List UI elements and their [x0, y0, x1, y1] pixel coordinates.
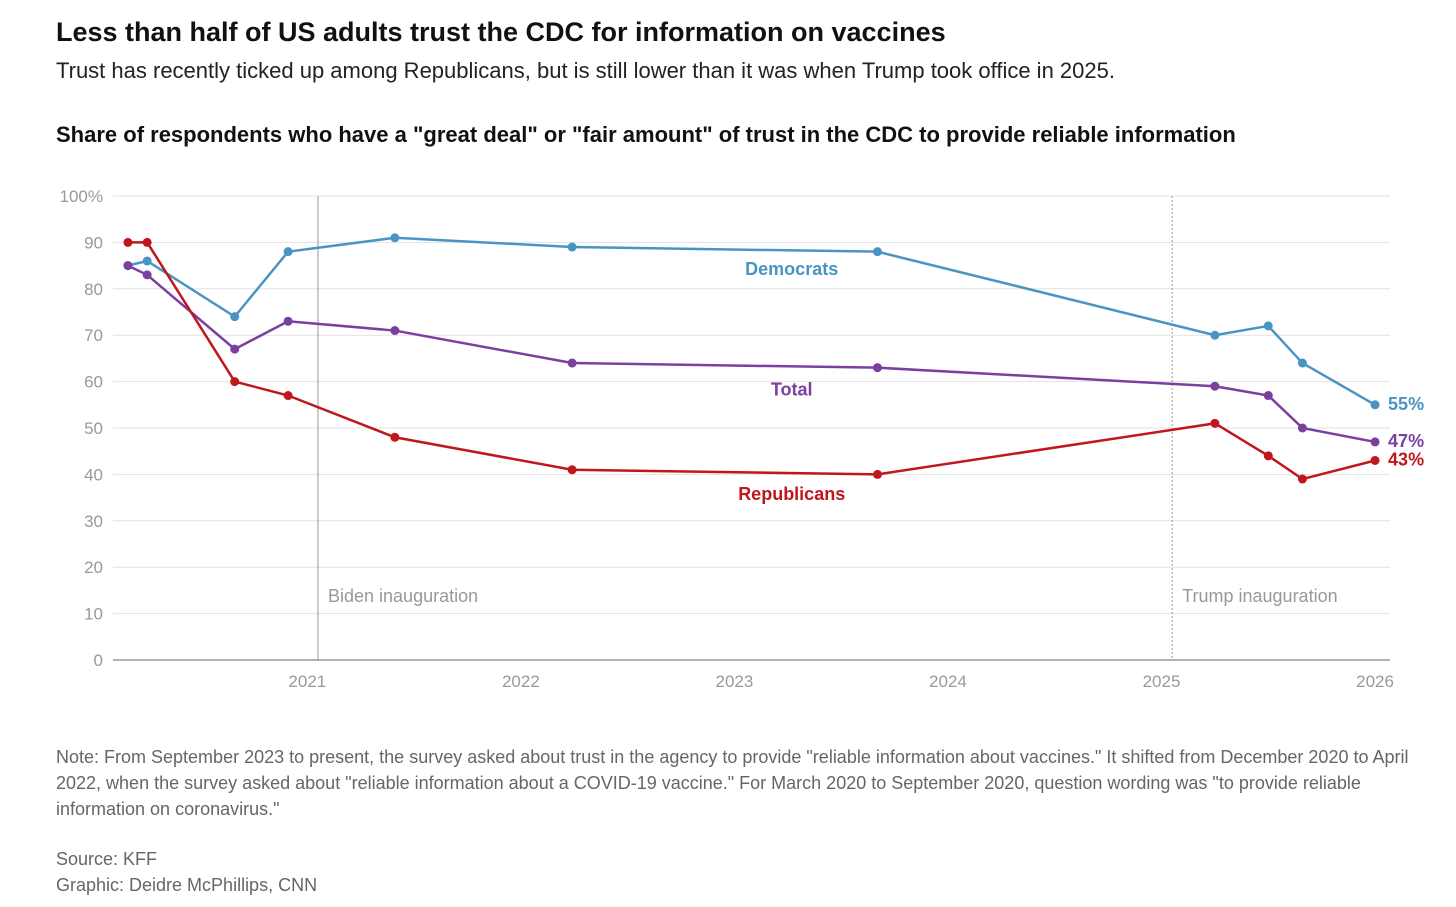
y-tick-label: 90: [84, 233, 103, 252]
republicans-point: [872, 469, 882, 479]
republicans-end-label: 43%: [1388, 449, 1424, 469]
y-tick-label: 60: [84, 373, 103, 392]
total-point: [123, 261, 133, 271]
y-tick-label: 10: [84, 605, 103, 624]
democrats-point: [142, 256, 152, 266]
democrats-point: [390, 233, 400, 243]
total-point: [142, 270, 152, 280]
republicans-point: [1297, 474, 1307, 484]
y-tick-label: 0: [94, 651, 103, 670]
chart-headline: Less than half of US adults trust the CD…: [56, 17, 946, 47]
credit-text: Graphic: Deidre McPhillips, CNN: [56, 875, 318, 895]
chart-note: Note: From September 2023 to present, th…: [56, 747, 1409, 819]
republicans-point: [1263, 451, 1273, 461]
y-tick-label: 100%: [60, 187, 103, 206]
y-tick-label: 30: [84, 512, 103, 531]
y-tick-label: 50: [84, 419, 103, 438]
republicans-point: [283, 391, 293, 401]
total-point: [1210, 381, 1220, 391]
total-point: [872, 363, 882, 373]
y-tick-label: 80: [84, 280, 103, 299]
democrats-point: [1210, 330, 1220, 340]
democrats-point: [1370, 400, 1380, 410]
total-line: [127, 264, 1376, 444]
democrats-point: [872, 247, 882, 257]
total-point: [1370, 437, 1380, 447]
chart-subtitle: Trust has recently ticked up among Repub…: [56, 58, 1115, 83]
y-tick-label: 70: [84, 326, 103, 345]
x-tick-label: 2022: [502, 672, 540, 691]
total-point: [230, 344, 240, 354]
total-point: [390, 326, 400, 336]
x-tick-label: 2021: [288, 672, 326, 691]
republicans-point: [1210, 418, 1220, 428]
chart-title: Share of respondents who have a "great d…: [56, 122, 1236, 147]
x-tick-label: 2024: [929, 672, 967, 691]
total-point: [1297, 423, 1307, 433]
democrats-series-label: Democrats: [745, 259, 838, 279]
democrats-end-label: 55%: [1388, 394, 1424, 414]
x-tick-label: 2026: [1356, 672, 1394, 691]
total-point: [1263, 391, 1273, 401]
democrats-point: [230, 312, 240, 322]
republicans-point: [1370, 455, 1380, 465]
republicans-point: [142, 237, 152, 247]
democrats-point: [1297, 358, 1307, 368]
source-text: Source: KFF: [56, 849, 158, 869]
y-tick-label: 20: [84, 558, 103, 577]
x-tick-label: 2025: [1143, 672, 1181, 691]
republicans-point: [123, 237, 133, 247]
democrats-point: [1263, 321, 1273, 331]
y-tick-label: 40: [84, 465, 103, 484]
chart-source: Source: KFF Graphic: Deidre McPhillips, …: [56, 846, 317, 898]
total-point: [283, 316, 293, 326]
democrats-point: [567, 242, 577, 252]
x-tick-label: 2023: [716, 672, 754, 691]
republicans-point: [230, 377, 240, 387]
republicans-series-label: Republicans: [738, 484, 845, 504]
democrats-point: [283, 247, 293, 257]
annotation-label: Biden inauguration: [328, 586, 478, 606]
total-end-label: 47%: [1388, 431, 1424, 451]
republicans-point: [567, 465, 577, 475]
total-series-label: Total: [771, 380, 813, 400]
annotation-label: Trump inauguration: [1182, 586, 1337, 606]
total-point: [567, 358, 577, 368]
republicans-point: [390, 432, 400, 442]
